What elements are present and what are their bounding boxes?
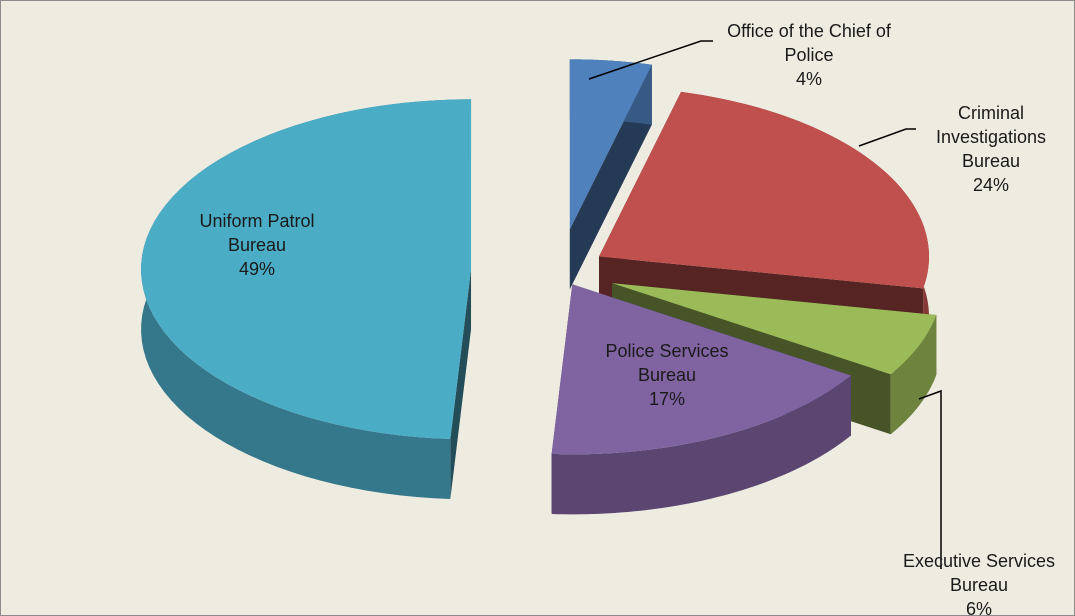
slice [141,99,472,439]
slice-label: Uniform Patrol Bureau 49% [177,209,337,281]
leader-line [918,389,942,569]
category-name: Uniform Patrol Bureau [199,211,315,255]
leader-line [588,40,713,80]
value-label: 4% [795,69,822,89]
pie [141,59,937,515]
category-name: Criminal Investigations Bureau [935,103,1047,171]
slice-label: Office of the Chief of Police 4% [709,19,909,91]
slice-label: Police Services Bureau 17% [587,339,747,411]
slice [569,59,652,230]
slice-side [890,315,937,435]
slice-label: Executive Services Bureau 6% [884,549,1074,616]
slice [551,284,851,455]
leader-line [858,128,916,147]
category-name: Police Services Bureau [605,341,729,385]
slice-side [551,375,851,515]
value-label: 6% [965,599,992,616]
slice-side [450,269,472,499]
slice [612,283,937,375]
value-label: 17% [648,389,686,409]
slice [598,91,929,289]
value-label: 49% [238,259,276,279]
category-name: Executive Services Bureau [902,551,1056,595]
category-name: Office of the Chief of Police [727,21,891,65]
value-label: 24% [972,175,1010,195]
slice-label: Criminal Investigations Bureau 24% [926,101,1056,197]
